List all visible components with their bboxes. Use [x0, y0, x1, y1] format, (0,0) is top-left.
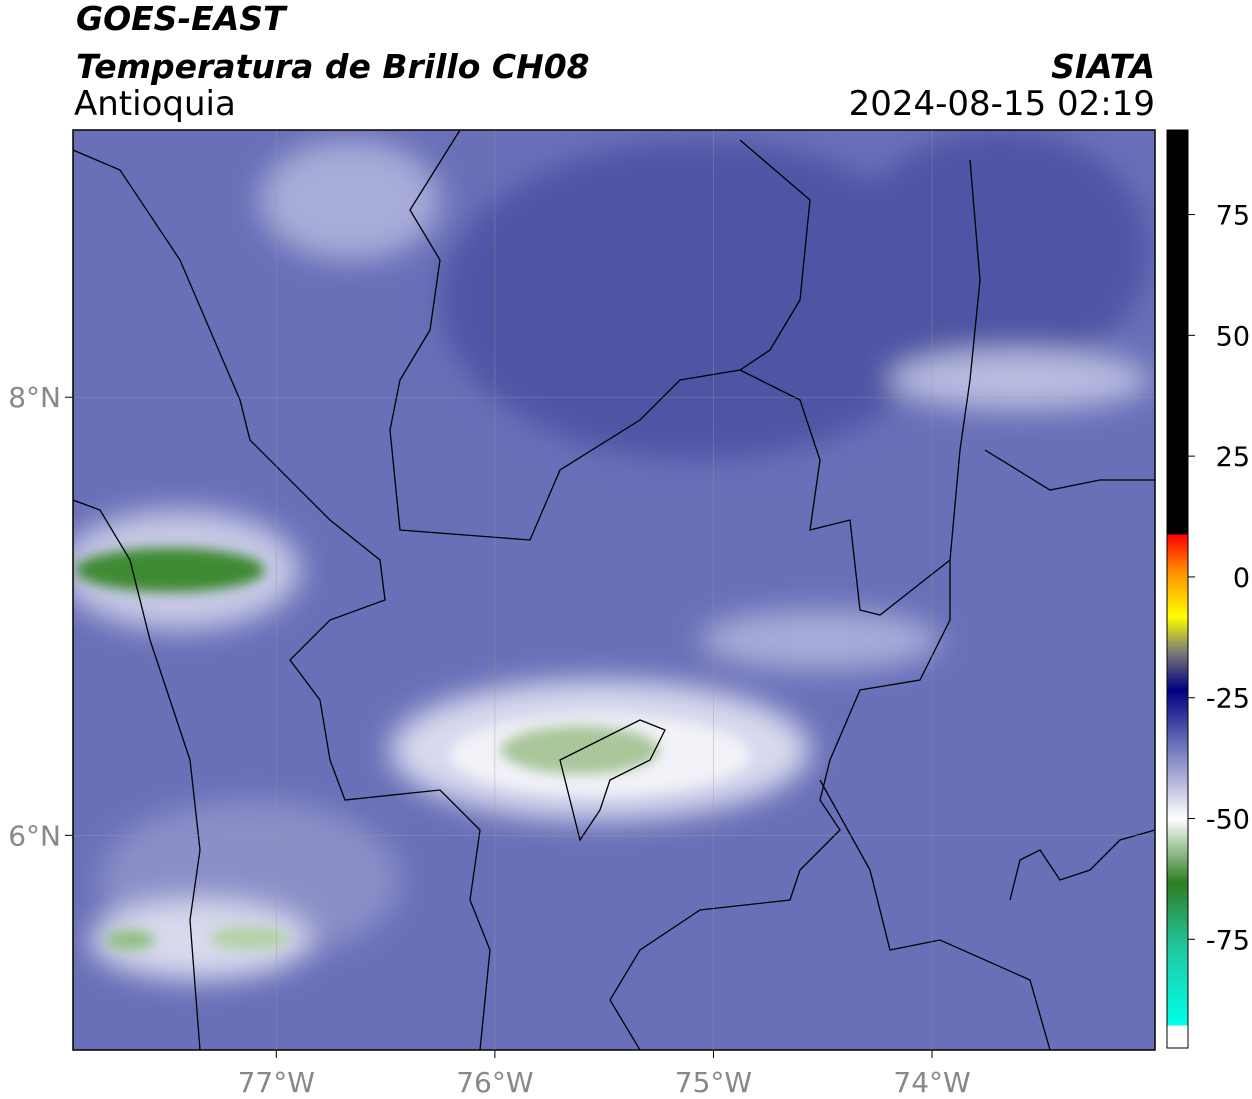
- x-tick-label: 77°W: [238, 1066, 315, 1099]
- plot-frame: [72, 129, 1156, 1051]
- x-tick-label: 76°W: [456, 1066, 533, 1099]
- x-tick-label: 75°W: [675, 1066, 752, 1099]
- colorbar-tick-label: 25: [1216, 442, 1250, 473]
- colorbar-tick-label: -25: [1206, 684, 1250, 715]
- colorbar-tick-label: 75: [1216, 201, 1250, 232]
- agency: SIATA: [1051, 47, 1155, 86]
- colorbar-tick-label: 0: [1233, 563, 1250, 594]
- colorbar-tick-label: 50: [1216, 321, 1250, 352]
- y-tick-label: 6°N: [8, 819, 61, 852]
- region: Antioquia: [74, 84, 236, 124]
- subtitle: Temperatura de Brillo CH08: [76, 47, 590, 86]
- x-tick-label: 74°W: [893, 1066, 970, 1099]
- colorbar-tick-label: -75: [1206, 925, 1250, 956]
- y-tick-label: 8°N: [8, 381, 61, 414]
- title: GOES-EAST: [76, 0, 288, 38]
- boundaries: [73, 130, 1155, 1050]
- colorbar: [1166, 129, 1189, 1049]
- colorbar-tick-label: -50: [1206, 805, 1250, 836]
- satellite-field: [73, 130, 1155, 1050]
- datetime: 2024-08-15 02:19: [849, 84, 1155, 124]
